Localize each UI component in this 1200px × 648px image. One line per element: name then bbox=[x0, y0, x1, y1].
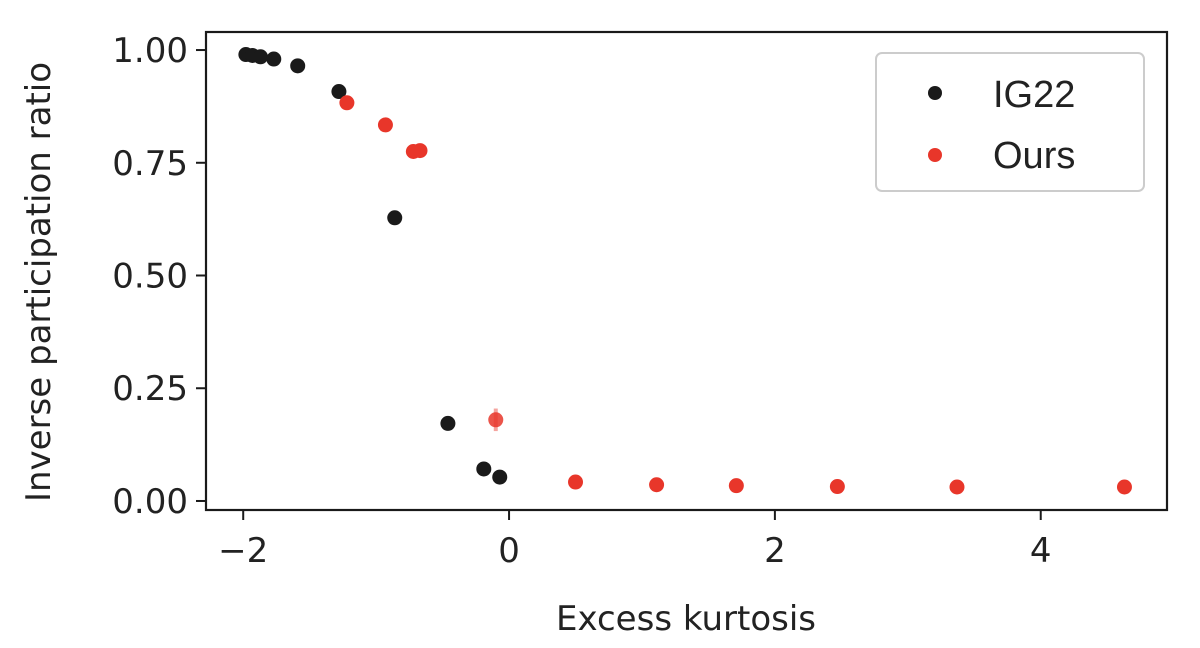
legend-label-ours: Ours bbox=[993, 135, 1075, 177]
x-tick-label: −2 bbox=[218, 531, 268, 571]
data-point-ours bbox=[377, 117, 393, 133]
legend-box bbox=[875, 52, 1145, 192]
y-axis-title: Inverse participation ratio bbox=[19, 62, 59, 502]
data-points bbox=[238, 47, 1132, 495]
x-tick-label: 4 bbox=[1030, 531, 1052, 571]
data-point-ours bbox=[568, 474, 584, 490]
legend-marker-ours bbox=[928, 148, 942, 162]
data-point-ours bbox=[649, 477, 665, 493]
data-point-ig22 bbox=[440, 415, 456, 431]
data-point-ours bbox=[339, 95, 355, 111]
y-tick-label: 0.50 bbox=[112, 257, 188, 297]
data-point-ig22 bbox=[252, 49, 268, 65]
y-tick-label: 1.00 bbox=[112, 31, 188, 71]
y-axis-ticks: 0.00 0.25 0.50 0.75 1.00 bbox=[112, 31, 206, 522]
legend-marker-ig22 bbox=[928, 86, 942, 100]
y-tick-label: 0.00 bbox=[112, 482, 188, 522]
data-point-ours bbox=[829, 479, 845, 495]
data-point-ours bbox=[1116, 479, 1132, 495]
x-axis-ticks: −2 0 2 4 bbox=[218, 510, 1052, 571]
x-tick-label: 0 bbox=[498, 531, 520, 571]
y-tick-label: 0.25 bbox=[112, 369, 188, 409]
data-point-ig22 bbox=[492, 469, 508, 485]
plot-frame bbox=[204, 30, 1169, 512]
data-point-ig22 bbox=[266, 51, 282, 67]
data-point-ours bbox=[488, 412, 504, 428]
x-tick-label: 2 bbox=[764, 531, 786, 571]
data-point-ig22 bbox=[331, 84, 347, 100]
data-point-ig22 bbox=[387, 210, 403, 226]
data-point-ours bbox=[949, 479, 965, 495]
data-point-ours bbox=[728, 478, 744, 494]
y-tick-label: 0.75 bbox=[112, 144, 188, 184]
data-point-ig22 bbox=[476, 461, 492, 477]
data-point-ours bbox=[412, 143, 428, 159]
legend: IG22 Ours bbox=[875, 52, 1145, 192]
x-axis-title: Excess kurtosis bbox=[556, 599, 816, 639]
data-point-ig22 bbox=[290, 58, 306, 74]
legend-label-ig22: IG22 bbox=[993, 74, 1075, 116]
